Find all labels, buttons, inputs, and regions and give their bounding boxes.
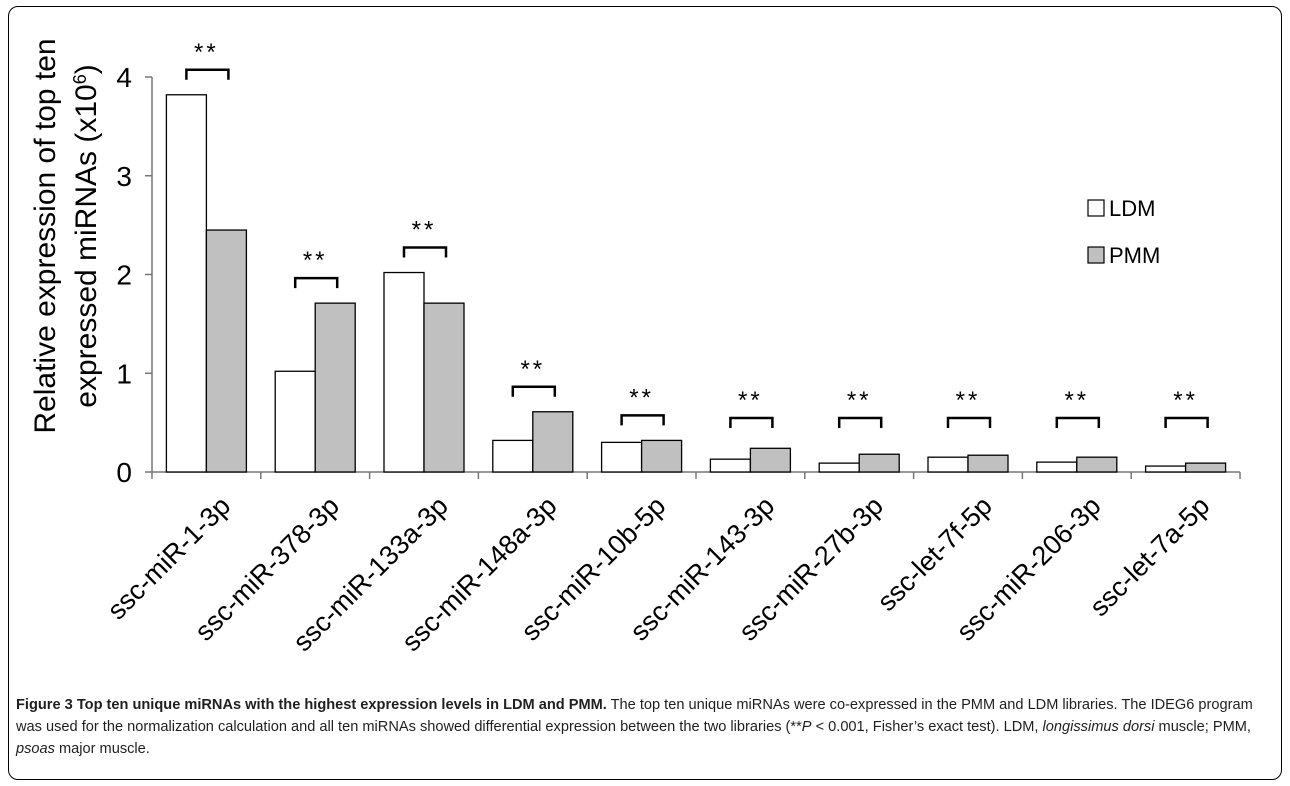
bar-pmm bbox=[858, 453, 900, 473]
significance-bracket bbox=[1164, 416, 1209, 428]
plot-area: 01234**ssc-miR-1-3p**ssc-miR-378-3p**ssc… bbox=[102, 39, 1241, 657]
y-axis-title-line2: expressed miRNAs (x106) bbox=[70, 64, 103, 407]
bar-ldm bbox=[492, 439, 534, 473]
significance-bracket bbox=[511, 385, 557, 397]
bar-pmm bbox=[967, 454, 1009, 473]
y-axis-title-line1: Relative expression of top ten bbox=[29, 38, 62, 433]
bar-pmm bbox=[314, 302, 356, 473]
bar-pmm bbox=[1184, 462, 1227, 473]
significance-bracket bbox=[293, 276, 339, 289]
significance-marker: ** bbox=[1064, 387, 1089, 414]
legend-swatch-ldm bbox=[1087, 199, 1105, 217]
significance-marker: ** bbox=[629, 384, 654, 411]
significance-bracket bbox=[729, 416, 774, 428]
bar-ldm bbox=[383, 271, 425, 473]
bar-pmm bbox=[1076, 456, 1118, 473]
significance-marker: ** bbox=[520, 356, 545, 383]
bar-ldm bbox=[274, 370, 316, 473]
legend-label-ldm: LDM bbox=[1109, 196, 1155, 221]
legend-label-pmm: PMM bbox=[1109, 243, 1160, 268]
caption-body-2: < 0.001, Fisher’s exact test). LDM, bbox=[811, 719, 1043, 735]
bar-ldm bbox=[927, 456, 969, 473]
bar-pmm bbox=[423, 302, 465, 473]
significance-marker: ** bbox=[1173, 387, 1198, 414]
significance-bracket bbox=[185, 68, 230, 80]
significance-marker: ** bbox=[412, 217, 437, 244]
bar-ldm bbox=[1036, 461, 1078, 473]
significance-marker: ** bbox=[956, 387, 981, 414]
caption-body-3: muscle; PMM, bbox=[1154, 719, 1251, 735]
caption-body-1: The top ten unique miRNAs were co-expres… bbox=[16, 697, 1253, 735]
significance-marker: ** bbox=[194, 39, 219, 66]
caption-ldm-term: longissimus dorsi bbox=[1042, 719, 1155, 735]
y-tick-label: 1 bbox=[116, 358, 132, 389]
y-tick-label: 2 bbox=[116, 260, 132, 291]
significance-bracket bbox=[837, 416, 883, 428]
significance-bracket bbox=[946, 416, 992, 428]
y-axis-title-exponent: 6 bbox=[70, 74, 90, 84]
bar-ldm bbox=[709, 458, 752, 473]
significance-bracket bbox=[620, 414, 665, 426]
bar-pmm bbox=[749, 447, 792, 473]
significance-bracket bbox=[402, 246, 448, 258]
figure-caption: Figure 3 Top ten unique miRNAs with the … bbox=[16, 694, 1274, 760]
significance-marker: ** bbox=[303, 247, 328, 274]
caption-p-value-symbol: P bbox=[801, 719, 812, 735]
caption-body-4: major muscle. bbox=[54, 741, 150, 757]
significance-marker: ** bbox=[847, 387, 872, 414]
bar-pmm bbox=[532, 411, 574, 473]
significance-bracket bbox=[1055, 416, 1101, 428]
bar-pmm bbox=[640, 439, 683, 473]
bar-ldm bbox=[600, 441, 643, 473]
caption-pmm-term: psoas bbox=[16, 741, 55, 757]
y-tick-label: 0 bbox=[116, 457, 132, 488]
bar-chart: Relative expression of top ten expressed… bbox=[29, 38, 1241, 657]
bar-ldm bbox=[818, 462, 860, 473]
y-tick-label: 3 bbox=[116, 161, 132, 192]
bar-ldm bbox=[1144, 465, 1187, 473]
bar-pmm bbox=[205, 229, 248, 473]
legend-swatch-pmm bbox=[1087, 246, 1105, 264]
bar-ldm bbox=[165, 94, 208, 473]
y-tick-label: 4 bbox=[116, 62, 132, 93]
caption-title: Figure 3 Top ten unique miRNAs with the … bbox=[16, 697, 607, 713]
significance-marker: ** bbox=[738, 387, 763, 414]
